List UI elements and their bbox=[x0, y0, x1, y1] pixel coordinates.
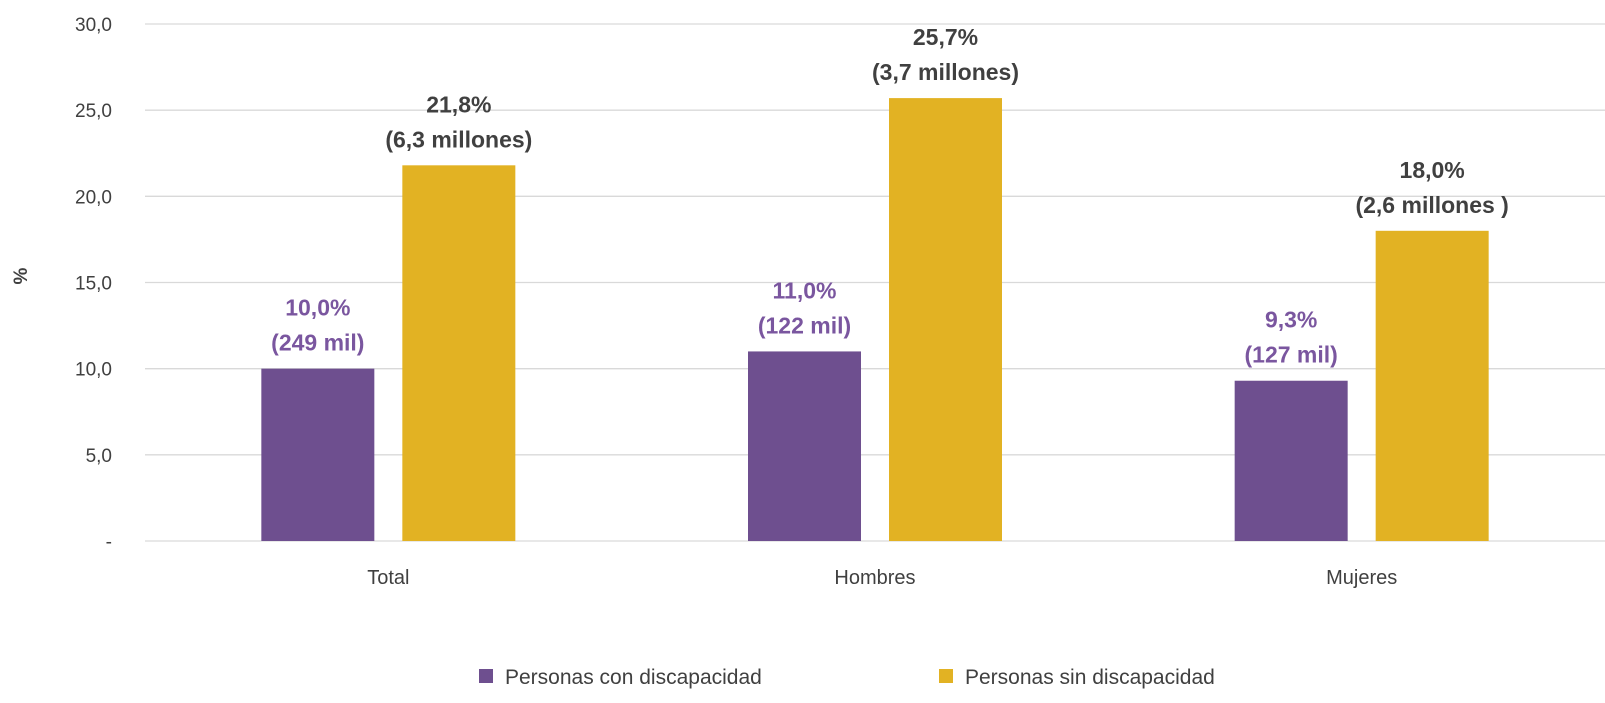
x-category-label: Mujeres bbox=[1326, 567, 1397, 589]
data-label-count: (249 mil) bbox=[271, 330, 364, 356]
x-category-label: Total bbox=[367, 567, 409, 589]
bars bbox=[261, 98, 1489, 542]
data-label-value: 10,0% bbox=[285, 295, 350, 321]
data-label-count: (3,7 millones) bbox=[872, 59, 1019, 85]
legend-item: Personas sin discapacidad bbox=[939, 666, 1215, 689]
data-label-value: 11,0% bbox=[773, 277, 837, 303]
y-tick-label: 20,0 bbox=[75, 187, 112, 208]
legend-swatch bbox=[939, 669, 953, 683]
legend-label: Personas sin discapacidad bbox=[965, 666, 1215, 689]
legend-item: Personas con discapacidad bbox=[479, 666, 762, 689]
y-axis-label: % bbox=[11, 267, 32, 284]
bar bbox=[261, 368, 375, 541]
bar bbox=[889, 98, 1002, 541]
legend-label: Personas con discapacidad bbox=[505, 666, 762, 689]
data-label-value: 25,7% bbox=[913, 24, 978, 50]
bar bbox=[1234, 380, 1348, 541]
y-tick-label: - bbox=[106, 532, 112, 553]
data-label-value: 21,8% bbox=[426, 91, 491, 117]
bar bbox=[748, 351, 861, 541]
data-label-count: (6,3 millones) bbox=[385, 126, 532, 152]
data-label-value: 9,3% bbox=[1265, 307, 1317, 333]
bar bbox=[1375, 230, 1489, 542]
y-tick-label: 5,0 bbox=[86, 446, 112, 467]
x-axis-categories: Total Hombres Mujeres bbox=[367, 567, 1397, 589]
bar bbox=[402, 165, 516, 541]
y-axis-ticks: - 5,0 10,0 15,0 20,0 25,0 30,0 bbox=[75, 15, 112, 553]
x-category-label: Hombres bbox=[834, 567, 915, 589]
legend: Personas con discapacidad Personas sin di… bbox=[479, 666, 1215, 689]
y-tick-label: 10,0 bbox=[75, 360, 112, 381]
data-label-count: (2,6 millones ) bbox=[1355, 192, 1508, 218]
y-tick-label: 25,0 bbox=[75, 101, 112, 122]
data-label-count: (122 mil) bbox=[758, 312, 851, 338]
data-label-value: 18,0% bbox=[1400, 157, 1465, 183]
data-labels: 10,0% (249 mil) 21,8% (6,3 millones) 11,0% (1… bbox=[271, 24, 1509, 368]
y-tick-label: 15,0 bbox=[75, 274, 112, 295]
y-tick-label: 30,0 bbox=[75, 15, 112, 36]
legend-swatch bbox=[479, 669, 493, 683]
gridlines bbox=[145, 23, 1605, 542]
data-label-count: (127 mil) bbox=[1245, 342, 1338, 368]
